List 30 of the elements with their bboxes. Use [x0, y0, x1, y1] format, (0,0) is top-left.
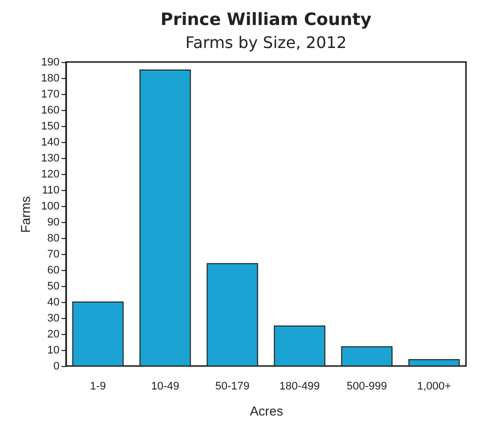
y-tick-label: 110	[42, 184, 60, 196]
x-tick-label: 1,000+	[417, 380, 452, 392]
x-tick-label: 1-9	[90, 380, 106, 392]
y-tick-label: 50	[47, 280, 60, 292]
chart-title: Prince William County	[160, 10, 372, 30]
y-tick-label: 90	[47, 216, 60, 228]
y-tick-label: 180	[41, 72, 60, 84]
x-tick-label: 180-499	[279, 380, 320, 392]
y-tick-label: 120	[41, 168, 60, 180]
x-tick-label: 50-179	[215, 380, 250, 392]
y-tick-label: 190	[41, 56, 60, 68]
y-axis-title: Farms	[18, 196, 34, 233]
y-tick-label: 20	[47, 328, 60, 340]
y-tick-label: 150	[41, 120, 60, 132]
y-tick-label: 60	[47, 264, 60, 276]
y-tick-label: 140	[41, 136, 60, 148]
y-tick-label: 70	[47, 248, 60, 260]
y-tick-label: 10	[47, 344, 60, 356]
y-tick-label: 160	[41, 104, 60, 116]
x-tick-label: 500-999	[346, 380, 388, 392]
x-tick-label: 10-49	[151, 380, 180, 392]
y-tick-label: 40	[47, 296, 60, 308]
chart-subtitle: Farms by Size, 2012	[185, 33, 347, 52]
y-tick-label: 100	[41, 200, 60, 212]
y-tick-label: 0	[53, 360, 60, 372]
y-tick-label: 170	[41, 88, 60, 100]
x-axis-title: Acres	[250, 404, 284, 418]
y-tick-label: 80	[47, 232, 60, 244]
y-tick-label: 130	[41, 152, 60, 164]
y-tick-label: 30	[47, 312, 60, 324]
